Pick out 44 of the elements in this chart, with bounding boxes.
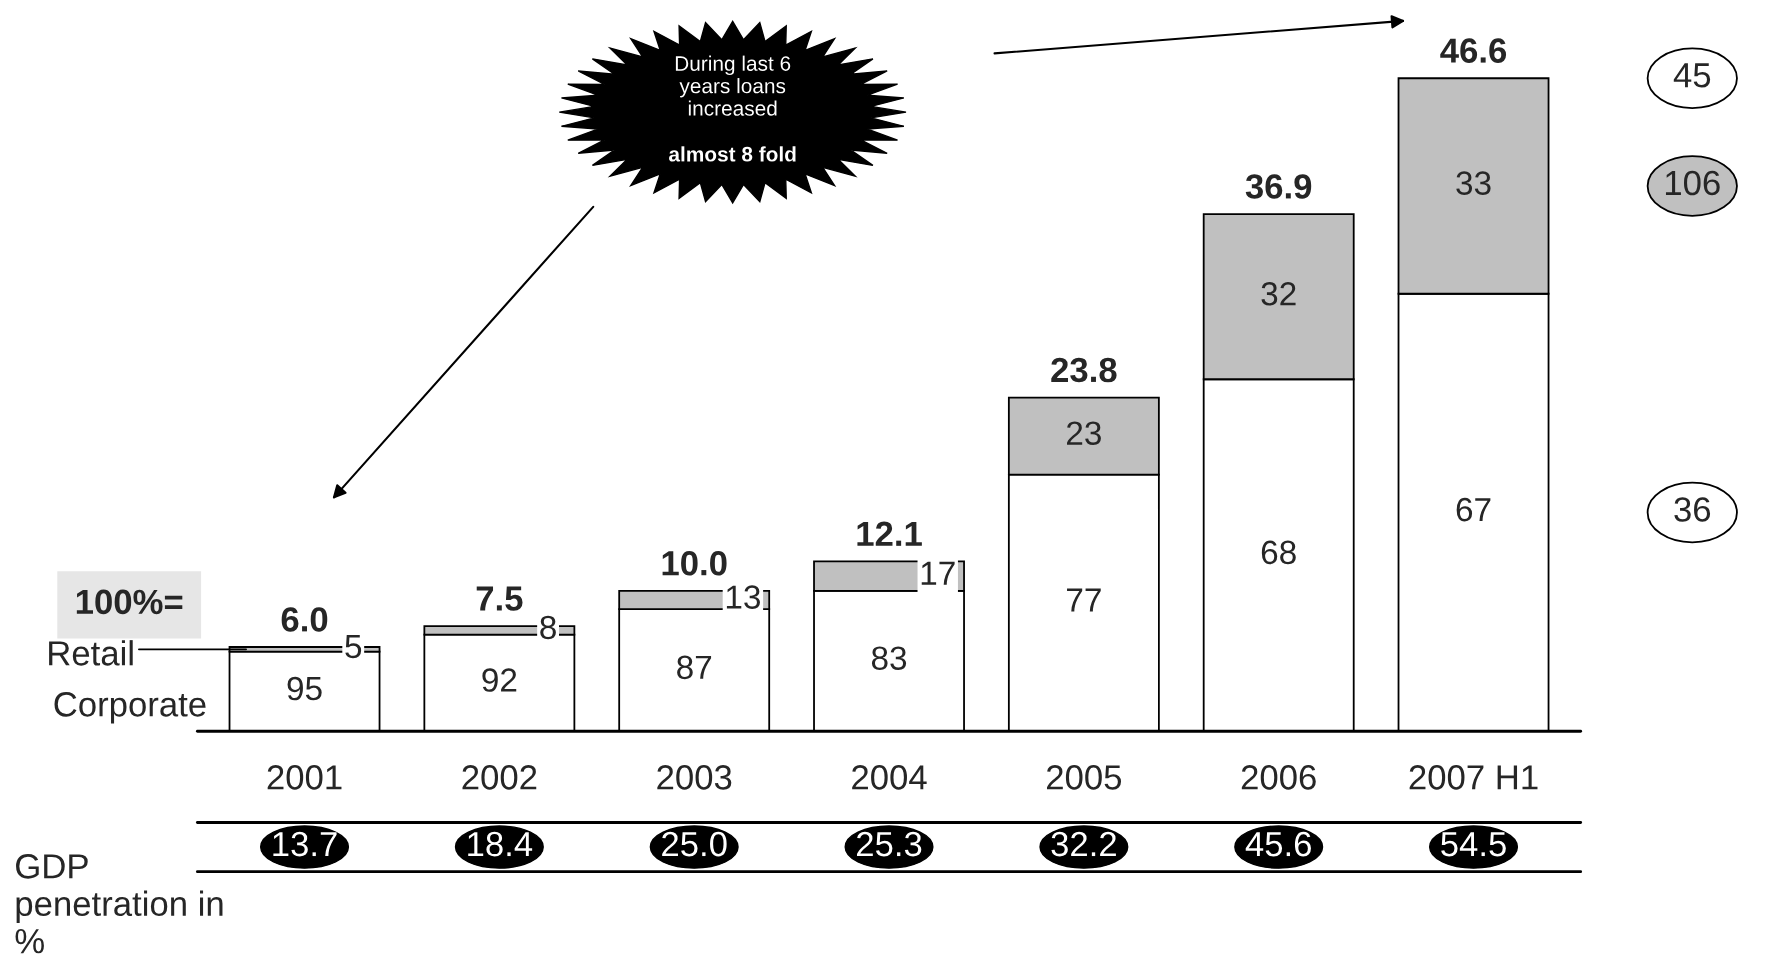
series-label: Corporate	[54, 692, 206, 724]
text: 100%=	[76, 589, 183, 615]
text: 54.5	[1441, 832, 1506, 857]
x-tick-label: 2005	[1046, 765, 1122, 790]
annotation: almost 8 fold	[669, 146, 796, 162]
annotation: 68	[1261, 540, 1296, 565]
annotation: 77	[1067, 588, 1101, 612]
annotation: 6.0	[281, 607, 328, 632]
annotation: 32	[1261, 282, 1296, 306]
annotation: 87	[677, 655, 712, 680]
text: 32.2	[1051, 831, 1116, 857]
x-tick-label: 2002	[462, 765, 537, 790]
annotation: 12.1	[857, 521, 922, 546]
annotation: 23	[1067, 421, 1101, 446]
text: 106	[1665, 170, 1720, 196]
annotation: 13	[726, 585, 760, 609]
annotation: 33	[1456, 171, 1491, 195]
annotation: 67	[1456, 497, 1491, 522]
x-tick-label: 2001	[267, 765, 342, 790]
annotation: 95	[287, 676, 322, 701]
text: 36	[1674, 497, 1711, 522]
annotation: 92	[482, 668, 517, 692]
annotation: 17	[921, 561, 955, 585]
text: GDP penetration in %	[15, 854, 223, 954]
annotation: 36.9	[1245, 174, 1312, 199]
x-tick-label: 2006	[1241, 765, 1316, 790]
x-tick-label: 2003	[657, 765, 732, 790]
annotation: 83	[871, 646, 907, 670]
text: 25.0	[662, 831, 727, 857]
legend-label: Retail	[49, 640, 133, 666]
text: 45	[1673, 63, 1711, 88]
annotation: 7.5	[476, 586, 523, 611]
text: 45.6	[1245, 831, 1311, 857]
x-tick-label: 2007 H1	[1409, 765, 1538, 790]
x-tick-label: 2004	[852, 765, 927, 790]
annotation: 23.8	[1051, 357, 1117, 383]
text: 18.4	[468, 831, 533, 857]
text: 13.7	[273, 831, 337, 857]
annotation: During last 6 years loans increased	[675, 55, 791, 116]
annotation: 8	[540, 615, 556, 640]
annotation: 10.0	[662, 550, 727, 576]
text: 46.6	[1440, 38, 1507, 63]
text: 25.3	[856, 831, 922, 857]
annotation: 5	[345, 634, 362, 659]
